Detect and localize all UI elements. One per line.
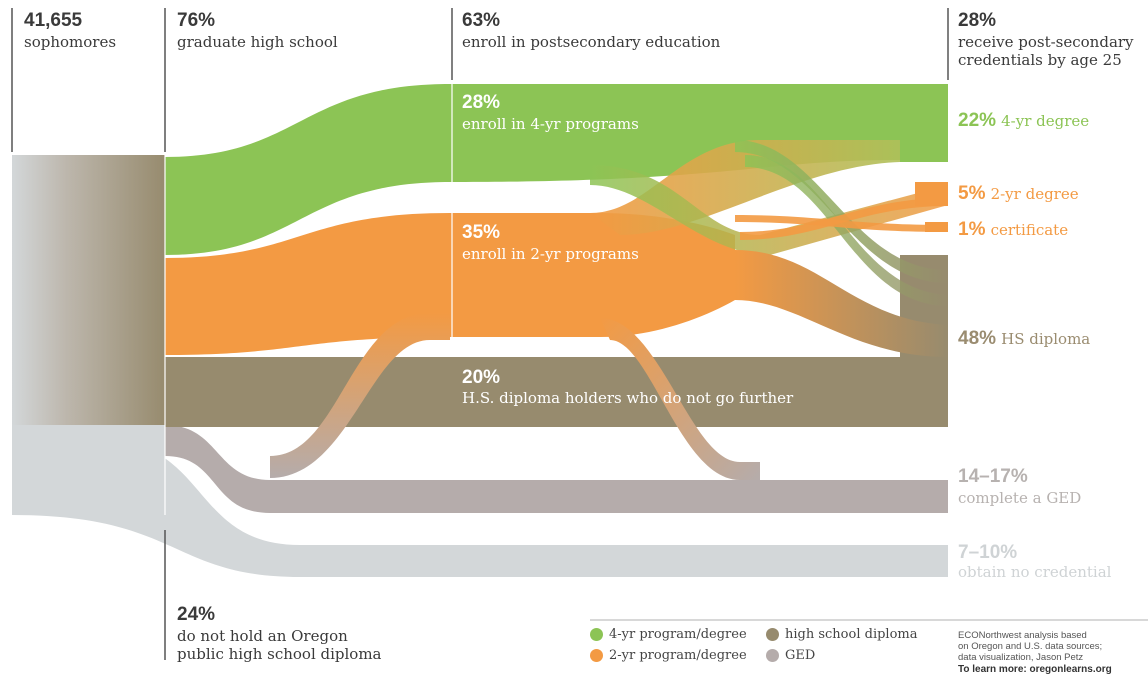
outcome-2yr-label: 2-yr degree: [990, 185, 1079, 203]
credentials-label-1: receive post-secondary: [958, 33, 1134, 51]
legend-green-swatch: [590, 628, 603, 641]
outcome-none-label: obtain no credential: [958, 563, 1112, 581]
flow-ged-to-2yr: [270, 313, 450, 478]
four-yr-pct: 28%: [462, 92, 501, 113]
flow-no-diploma: [12, 425, 165, 515]
outcome-hs-label: HS diploma: [1001, 330, 1091, 348]
two-yr-label: enroll in 2-yr programs: [462, 245, 639, 263]
outcome-2yr: 5% 2-yr degree: [958, 183, 1079, 205]
enroll-pct: 63%: [462, 10, 501, 31]
four-yr-label: enroll in 4-yr programs: [462, 115, 639, 133]
node-2yr-degree: [915, 182, 948, 206]
legend-hs-label: high school diploma: [785, 627, 918, 642]
outcome-4yr-pct: 22%: [958, 110, 997, 131]
outcome-certificate-label: certificate: [990, 221, 1069, 239]
legend-ged-swatch: [766, 649, 779, 662]
legend-green: 4-yr program/degree: [590, 627, 747, 642]
legend-hs-swatch: [766, 628, 779, 641]
outcome-certificate: 1% certificate: [958, 219, 1068, 241]
flow-ged: [120, 425, 948, 513]
graduate-pct: 76%: [177, 10, 216, 31]
outcome-4yr: 22% 4-yr degree: [958, 110, 1089, 132]
legend-orange-label: 2-yr program/degree: [609, 648, 747, 663]
no-diploma-pct: 24%: [177, 604, 216, 625]
legend-ged-label: GED: [785, 648, 816, 663]
outcome-2yr-pct: 5%: [958, 183, 986, 204]
legend-orange: 2-yr program/degree: [590, 648, 747, 663]
flow-grad-to-4yr: [165, 84, 948, 255]
legend-green-label: 4-yr program/degree: [609, 627, 747, 642]
node-4yr-degree: [900, 84, 948, 162]
hs-only-pct: 20%: [462, 367, 501, 388]
credentials-pct: 28%: [958, 10, 997, 31]
outcome-4yr-label: 4-yr degree: [1001, 112, 1090, 130]
outcome-ged-pct: 14–17%: [958, 466, 1028, 487]
flow-no-credential: [12, 440, 948, 577]
outcome-hs-pct: 48%: [958, 328, 997, 349]
graduate-label: graduate high school: [177, 33, 338, 51]
legend-ged: GED: [766, 648, 815, 663]
flow-hs-band: [165, 357, 948, 427]
credit-link[interactable]: To learn more: oregonlearns.org: [958, 664, 1112, 675]
outcome-none-pct: 7–10%: [958, 542, 1018, 563]
flow-2yr-to-ged: [600, 318, 760, 480]
credentials-label-2: credentials by age 25: [958, 51, 1122, 69]
sophomores-count: 41,655: [24, 10, 83, 31]
hs-only-label: H.S. diploma holders who do not go furth…: [462, 389, 794, 407]
two-yr-pct: 35%: [462, 222, 501, 243]
enroll-label: enroll in postsecondary education: [462, 33, 721, 51]
legend-hs: high school diploma: [766, 627, 918, 642]
sophomores-label: sophomores: [24, 33, 117, 51]
legend-orange-swatch: [590, 649, 603, 662]
outcome-hs: 48% HS diploma: [958, 328, 1090, 350]
no-diploma-label-2: public high school diploma: [177, 645, 382, 663]
node-certificate: [925, 222, 948, 232]
outcome-ged-label: complete a GED: [958, 489, 1082, 507]
credit-text: ECONorthwest analysis based on Oregon an…: [958, 630, 1103, 663]
outcome-certificate-pct: 1%: [958, 219, 986, 240]
no-diploma-label-1: do not hold an Oregon: [177, 627, 348, 645]
flow-grad-to-2yr: [165, 213, 735, 355]
